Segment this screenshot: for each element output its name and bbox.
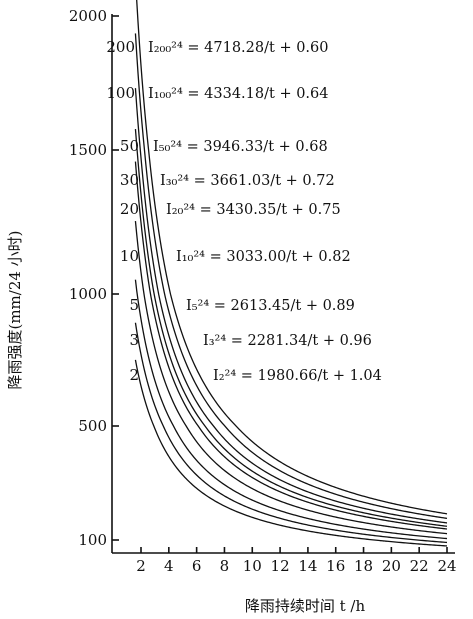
series-curve-20 — [134, 161, 448, 530]
series-equation: I₃²⁴ = 2281.34/t + 0.96 — [203, 333, 372, 349]
x-tick-label: 24 — [437, 557, 456, 575]
x-ticks: 2 4 6 8 10 12 14 16 18 20 22 24 — [136, 547, 457, 575]
series-curve-50 — [134, 88, 448, 524]
series-curve-200 — [136, 0, 448, 515]
series-equation: I₂²⁴ = 1980.66/t + 1.04 — [213, 368, 382, 384]
y-tick-label: 1500 — [69, 141, 107, 159]
series-name-label: 200 — [106, 38, 135, 56]
curves — [134, 0, 448, 547]
series-curve-5 — [134, 279, 448, 540]
y-tick-label: 100 — [78, 531, 107, 549]
series-name-label: 20 — [120, 200, 139, 218]
x-tick-label: 14 — [298, 557, 317, 575]
series-name-label: 30 — [120, 171, 139, 189]
x-tick-label: 2 — [136, 557, 146, 575]
x-tick-label: 4 — [164, 557, 174, 575]
y-axis-label: 降雨强度(mm/24 小时) — [6, 230, 24, 389]
series-curve-2 — [134, 359, 448, 547]
series-labels: 200 I₂₀₀²⁴ = 4718.28/t + 0.60 100 I₁₀₀²⁴ = … — [106, 38, 382, 384]
x-tick-label: 20 — [382, 557, 401, 575]
series-equation: I₁₀²⁴ = 3033.00/t + 0.82 — [176, 249, 351, 265]
series-equation: I₅²⁴ = 2613.45/t + 0.89 — [186, 298, 355, 314]
y-tick-label: 500 — [78, 417, 107, 435]
series-curve-10 — [134, 220, 448, 535]
series-equation: I₂₀²⁴ = 3430.35/t + 0.75 — [166, 202, 341, 218]
series-curve-100 — [134, 33, 448, 520]
series-name-label: 5 — [129, 296, 139, 314]
x-tick-label: 6 — [192, 557, 202, 575]
y-ticks: 100 500 1000 1500 2000 — [69, 7, 119, 549]
series-name-label: 10 — [120, 247, 139, 265]
x-tick-label: 10 — [243, 557, 262, 575]
series-curve-30 — [134, 129, 448, 527]
x-axis-label: 降雨持续时间 t /h — [245, 597, 366, 615]
series-equation: I₂₀₀²⁴ = 4718.28/t + 0.60 — [148, 40, 329, 56]
series-name-label: 50 — [120, 137, 139, 155]
x-tick-label: 16 — [326, 557, 345, 575]
series-equation: I₅₀²⁴ = 3946.33/t + 0.68 — [153, 139, 328, 155]
series-equation: I₃₀²⁴ = 3661.03/t + 0.72 — [160, 173, 335, 189]
y-tick-label: 1000 — [69, 285, 107, 303]
x-tick-label: 12 — [271, 557, 290, 575]
x-tick-label: 18 — [354, 557, 373, 575]
series-name-label: 100 — [106, 84, 135, 102]
y-tick-label: 2000 — [69, 7, 107, 25]
series-name-label: 3 — [129, 331, 139, 349]
series-equation: I₁₀₀²⁴ = 4334.18/t + 0.64 — [148, 86, 329, 102]
x-tick-label: 22 — [410, 557, 429, 575]
series-curve-3 — [134, 322, 448, 544]
x-tick-label: 8 — [220, 557, 230, 575]
series-name-label: 2 — [129, 366, 139, 384]
